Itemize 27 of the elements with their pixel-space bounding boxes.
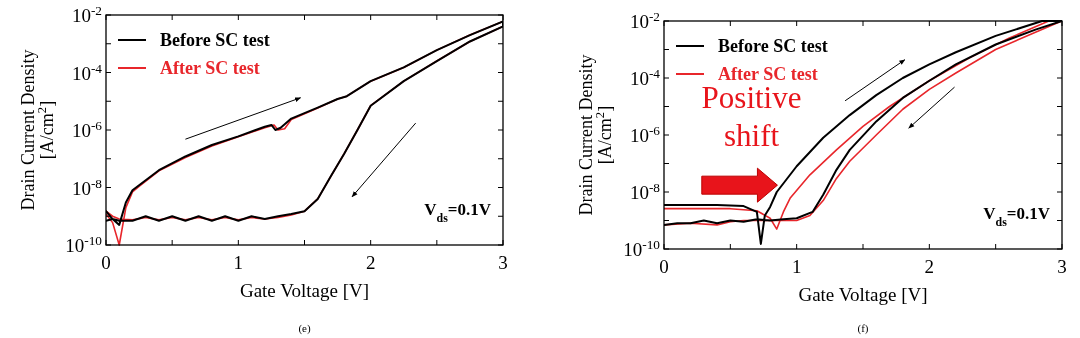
x-axis-title: Gate Voltage [V] bbox=[239, 280, 370, 301]
x-tick-label: 1 bbox=[791, 256, 802, 277]
y-tick-label: 10$^{-2}$ bbox=[629, 8, 660, 32]
text: (f) bbox=[857, 322, 869, 335]
y-tick-label: 10$^{-8}$ bbox=[629, 179, 661, 203]
annotation: V$_{ds}$=0.1V bbox=[983, 204, 1051, 230]
legend-label: After SC test bbox=[160, 58, 260, 78]
x-tick-label: 0 bbox=[659, 256, 669, 277]
y-tick-label: 10$^{-4}$ bbox=[629, 65, 661, 89]
x-tick-label: 0 bbox=[101, 252, 111, 273]
annotation: V$_{ds}$=0.1V bbox=[424, 200, 492, 226]
y-tick-label: 10$^{-10}$ bbox=[623, 236, 661, 260]
legend-label: Before SC test bbox=[718, 36, 828, 56]
y-tick-label: 10$^{-8}$ bbox=[71, 175, 103, 199]
y-tick-label: 10$^{-6}$ bbox=[629, 122, 661, 146]
y-tick-label: 10$^{-6}$ bbox=[71, 117, 103, 141]
y-tick-label: 10$^{-2}$ bbox=[71, 2, 102, 26]
x-axis-title: Gate Voltage [V] bbox=[798, 284, 928, 305]
text: (e) bbox=[298, 322, 311, 335]
x-tick-label: 2 bbox=[365, 252, 376, 273]
x-tick-label: 2 bbox=[924, 256, 935, 277]
y-tick-label: 10$^{-10}$ bbox=[65, 232, 103, 256]
legend-label: Before SC test bbox=[160, 30, 270, 50]
x-tick-label: 3 bbox=[1057, 256, 1067, 277]
y-tick-label: 10$^{-4}$ bbox=[71, 60, 103, 84]
x-tick-label: 1 bbox=[233, 252, 244, 273]
x-tick-label: 3 bbox=[498, 252, 508, 273]
